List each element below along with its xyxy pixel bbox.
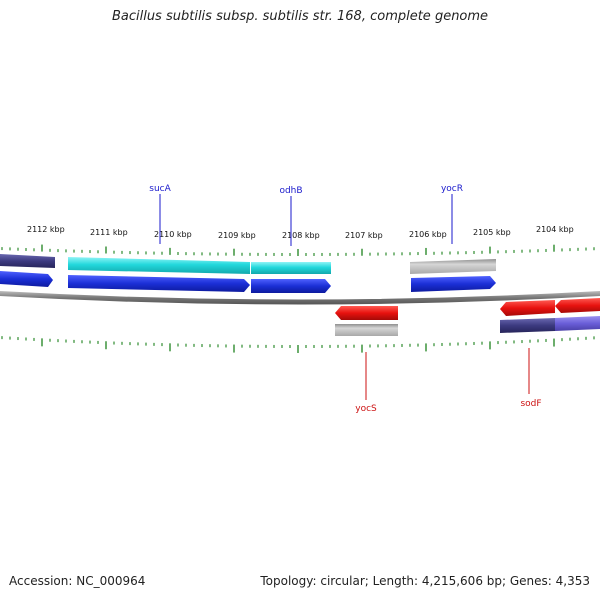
reverse-cog-track bbox=[335, 316, 600, 336]
gene-label-odhb: odhB bbox=[279, 186, 302, 196]
cog-bar-purple-right bbox=[555, 316, 600, 331]
ruler-label: 2109 kbp bbox=[218, 231, 256, 240]
gene-label-yocs: yocS bbox=[355, 404, 377, 414]
cog-bar-gray-yocr bbox=[410, 259, 496, 274]
cds-arrow-sodf bbox=[500, 300, 555, 316]
gene-label-yocr: yocR bbox=[441, 184, 463, 194]
genome-title: Bacillus subtilis subsp. subtilis str. 1… bbox=[111, 9, 489, 24]
cog-bar-navy-sodf bbox=[500, 318, 555, 333]
ruler-label: 2110 kbp bbox=[154, 230, 192, 239]
accession-label: Accession: NC_000964 bbox=[9, 574, 146, 588]
gene-label-suca: sucA bbox=[149, 184, 171, 194]
cog-bar-navy-left bbox=[0, 254, 55, 268]
cds-arrow-yocs bbox=[335, 306, 398, 320]
ruler-label: 2108 kbp bbox=[282, 231, 320, 240]
reverse-gene-labels: yocS sodF bbox=[355, 348, 542, 414]
ruler-labels: 2112 kbp 2111 kbp 2110 kbp 2109 kbp 2108… bbox=[27, 225, 574, 240]
ruler-label: 2107 kbp bbox=[345, 231, 383, 240]
ruler-label: 2106 kbp bbox=[409, 230, 447, 239]
outer-tick-ring bbox=[1, 244, 595, 256]
ruler-label: 2112 kbp bbox=[27, 225, 65, 234]
cds-arrow-suca bbox=[68, 275, 250, 292]
cds-arrow-forward-left bbox=[0, 271, 53, 287]
ruler-label: 2105 kbp bbox=[473, 228, 511, 237]
forward-cog-track bbox=[0, 254, 496, 274]
cog-bar-cyan-odhb bbox=[251, 262, 331, 274]
reverse-cds-track bbox=[335, 298, 600, 320]
ruler-label: 2111 kbp bbox=[90, 228, 128, 237]
cog-bar-cyan-suca bbox=[68, 257, 250, 274]
forward-gene-labels: sucA odhB yocR bbox=[149, 184, 463, 246]
cog-bar-gray-yocs bbox=[335, 324, 398, 336]
forward-cds-track bbox=[0, 271, 496, 293]
genome-summary: Topology: circular; Length: 4,215,606 bp… bbox=[260, 574, 590, 588]
ruler-label: 2104 kbp bbox=[536, 225, 574, 234]
cds-arrow-odhb bbox=[251, 279, 331, 293]
inner-tick-ring bbox=[1, 336, 595, 353]
genome-backbone bbox=[0, 291, 600, 305]
gene-label-sodf: sodF bbox=[520, 399, 541, 409]
cds-arrow-reverse-right bbox=[555, 298, 600, 313]
cds-arrow-yocr bbox=[411, 276, 496, 292]
